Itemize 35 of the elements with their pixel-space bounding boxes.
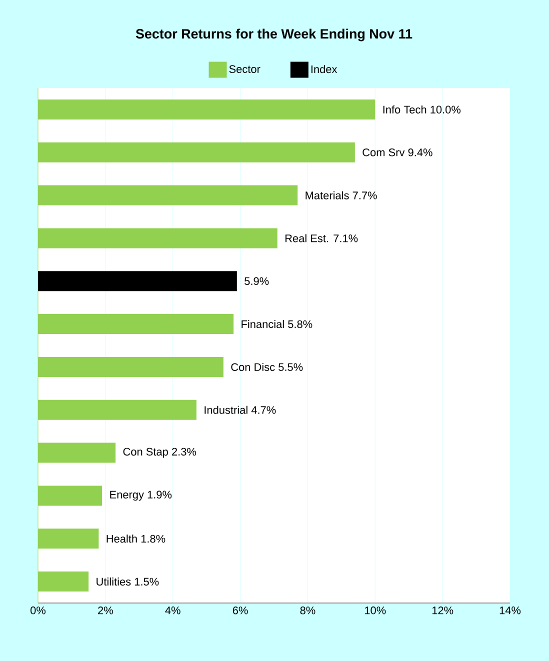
data-label: Health 1.8% <box>106 534 166 543</box>
bar <box>38 228 278 248</box>
legend-label: Sector <box>229 65 260 73</box>
x-tick-label: 14% <box>500 606 521 614</box>
x-tick-label: 6% <box>232 606 248 614</box>
data-label: Con Stap 2.3% <box>123 448 196 458</box>
bar <box>38 271 237 292</box>
legend-label: Index <box>311 65 338 74</box>
data-label: Financial 5.8% <box>242 320 312 328</box>
bar <box>38 528 99 549</box>
data-label: Con Disc 5.5% <box>231 362 303 371</box>
data-label: Utilities 1.5% <box>96 578 159 586</box>
data-label: Energy 1.9% <box>110 490 172 501</box>
data-label: Real Est. 7.1% <box>285 234 358 242</box>
bar <box>38 572 89 592</box>
x-tick-label: 8% <box>300 606 316 614</box>
data-label: Com Srv 9.4% <box>362 148 432 156</box>
bar <box>38 486 102 506</box>
bar <box>38 442 116 463</box>
bar <box>38 142 355 162</box>
bar <box>38 314 234 334</box>
x-tick-label: 0% <box>30 606 46 614</box>
data-label: Industrial 4.7% <box>204 406 276 414</box>
x-tick-label: 12% <box>432 606 454 614</box>
chart-title: Sector Returns for the Week Ending Nov 11 <box>136 28 412 42</box>
data-label: Info Tech 10.0% <box>383 105 461 114</box>
data-label: 5.9% <box>244 277 269 286</box>
x-tick-label: 10% <box>365 606 386 614</box>
bar <box>38 185 298 206</box>
data-label: Materials 7.7% <box>306 191 377 200</box>
x-tick-label: 2% <box>98 606 113 614</box>
bar <box>38 99 376 120</box>
bar <box>38 356 224 377</box>
x-tick-label: 4% <box>165 606 180 614</box>
bar <box>38 400 196 420</box>
